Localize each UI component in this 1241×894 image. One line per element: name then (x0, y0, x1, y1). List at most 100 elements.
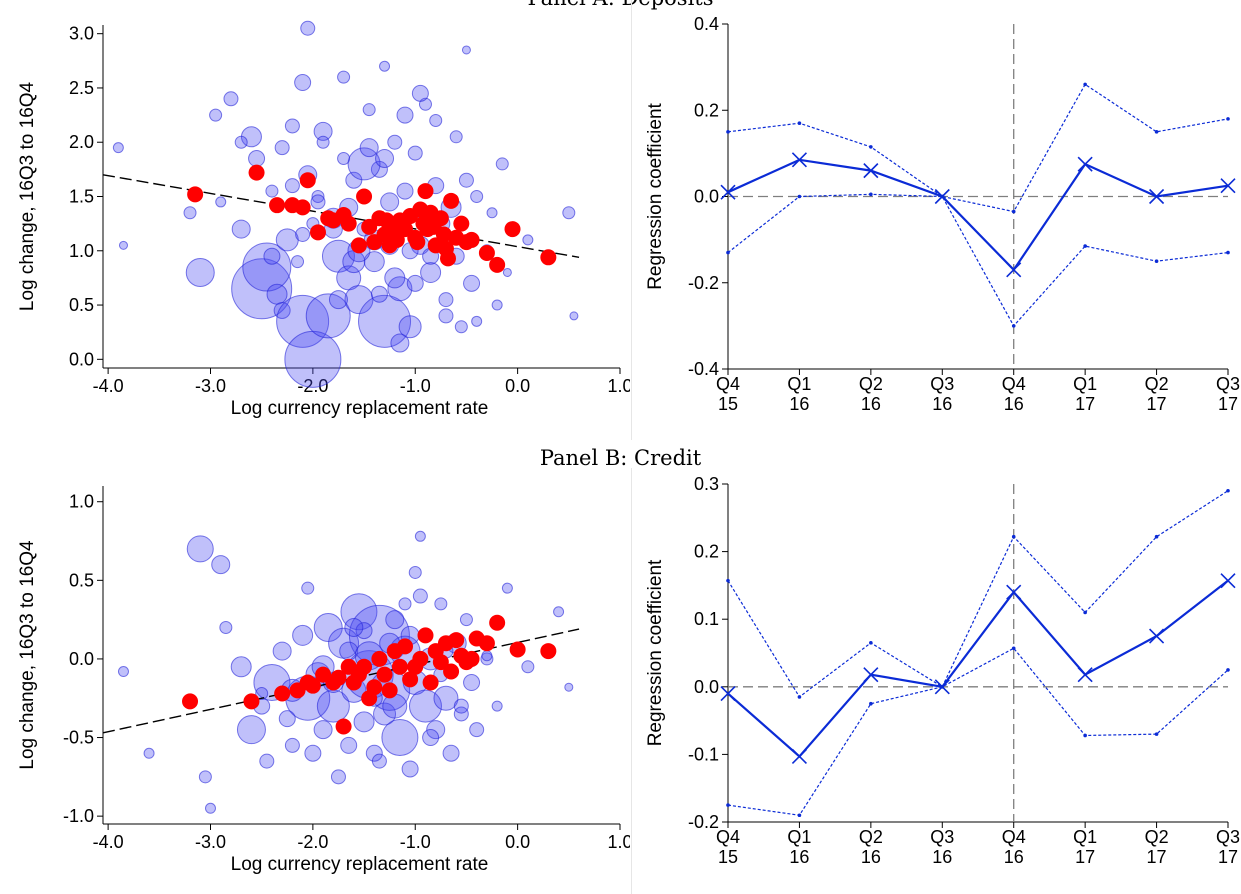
estimate-marker (720, 685, 736, 702)
bubble-point (463, 274, 481, 292)
binned-point (187, 186, 204, 203)
bubble-point (295, 226, 311, 242)
x-tick-label-quarter: Q2 (859, 827, 883, 847)
deposits-coefficient-chart: -0.4-0.20.00.20.4Q415Q116Q216Q316Q416Q11… (645, 14, 1240, 414)
bubble-point (118, 240, 128, 250)
bubble-point (305, 293, 351, 339)
bubble-point (284, 330, 342, 388)
bubble-point (183, 206, 197, 220)
x-tick-label: -4.0 (93, 376, 124, 396)
y-tick-label: 0.3 (694, 474, 719, 494)
estimate-marker (934, 679, 950, 695)
bubble-point (469, 722, 485, 738)
binned-point (248, 164, 265, 181)
bubble-point (255, 687, 269, 701)
ci-lower-point (797, 194, 802, 199)
x-tick-label-quarter: Q4 (716, 827, 740, 847)
bubble-point (453, 706, 469, 722)
bubble-point (459, 613, 473, 627)
binned-point (356, 658, 373, 675)
binned-point (309, 224, 326, 241)
bubble-point (313, 720, 333, 740)
bubble-point (209, 108, 223, 122)
ci-lower-point (869, 192, 873, 197)
x-tick-label-quarter: Q3 (1216, 374, 1240, 394)
x-tick-label: -1.0 (400, 376, 431, 396)
binned-point (350, 237, 367, 254)
panel-divider (631, 0, 632, 440)
bubble-point (230, 656, 252, 678)
y-tick-label: 0.0 (694, 187, 719, 207)
x-tick-label: 1.0 (607, 832, 630, 852)
x-tick-label-year: 16 (789, 847, 809, 867)
x-tick-label-quarter: Q4 (1002, 827, 1026, 847)
x-tick-label-year: 16 (861, 847, 881, 867)
x-tick-label-quarter: Q2 (859, 374, 883, 394)
binned-point (417, 183, 434, 200)
y-tick-label: -0.2 (688, 812, 719, 832)
estimate-marker (934, 188, 950, 205)
y-tick-label: -0.1 (688, 744, 719, 764)
bubble-point (471, 315, 483, 327)
bubble-point (458, 172, 474, 188)
x-tick-label-quarter: Q3 (930, 374, 954, 394)
ci-lower-point (1083, 733, 1087, 738)
y-tick-label: 1.0 (69, 241, 94, 261)
bubble-point (272, 641, 292, 661)
ci-lower-point (1011, 324, 1016, 328)
ci-upper-point (726, 578, 730, 583)
bubble-point (353, 711, 375, 733)
bubble-point (412, 588, 428, 604)
bubble-point (385, 610, 405, 630)
credit-coefficient-chart: -0.2-0.10.00.10.20.3Q415Q116Q216Q316Q416… (645, 474, 1240, 867)
estimate-marker (1149, 188, 1165, 205)
bubble-point (313, 121, 333, 141)
y-tick-label: 0.0 (69, 349, 94, 369)
credit-scatter-chart: -1.0 -0.5 0.0 0.5 1.0 -4.0 -3.0 -2.0 -1.0 0.0 1.0 L… (17, 486, 630, 875)
bubble-point (273, 301, 291, 319)
binned-point (376, 666, 393, 683)
bubble-point (414, 530, 426, 542)
bubble-point (266, 283, 288, 305)
x-tick-label-quarter: Q4 (1002, 374, 1026, 394)
estimate-marker (1220, 573, 1236, 589)
estimate-marker (1006, 584, 1022, 600)
x-tick-label: 1.0 (607, 376, 630, 396)
y-tick-label: 0.2 (694, 542, 719, 562)
binned-point (304, 677, 321, 694)
bubble-point (259, 753, 275, 769)
panel-divider (631, 468, 632, 894)
x-tick-label-year: 16 (932, 394, 952, 414)
bubble-point (275, 228, 299, 252)
x-tick-label-quarter: Q1 (1073, 827, 1097, 847)
bubble-point (373, 702, 397, 726)
y-axis-label: Regression coefficient (645, 102, 666, 289)
binned-point (409, 234, 426, 251)
bubble-point (442, 744, 460, 762)
estimate-marker (863, 163, 879, 179)
y-tick-label: 0.0 (694, 677, 719, 697)
bubble-point (407, 145, 423, 161)
ci-lower-point (1226, 250, 1230, 255)
x-tick-label-year: 17 (1218, 847, 1238, 867)
binned-point (478, 635, 495, 652)
ci-upper-point (1083, 610, 1087, 615)
y-axis-label: Regression coefficient (645, 559, 666, 746)
bubble-point (380, 192, 400, 212)
binned-point (504, 221, 521, 238)
bubble-point (234, 135, 248, 149)
ci-upper-point (1011, 209, 1016, 214)
bubble-point (480, 652, 494, 666)
bubble-point (185, 257, 215, 287)
x-tick-label-quarter: Q1 (787, 827, 811, 847)
bubble-point (359, 138, 379, 158)
bubble-point (434, 597, 448, 611)
x-tick-label-year: 17 (1218, 394, 1238, 414)
binned-point (422, 674, 439, 691)
bubble-point (387, 276, 413, 302)
bubble-point (310, 194, 326, 210)
x-tick-label-year: 16 (932, 847, 952, 867)
binned-point (274, 685, 291, 702)
binned-point (388, 231, 405, 248)
bubble-point (433, 685, 459, 711)
